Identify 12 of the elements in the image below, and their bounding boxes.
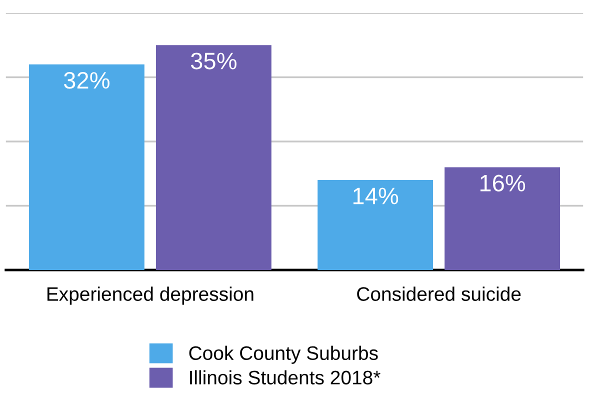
legend-label: Illinois Students 2018* [190,370,380,384]
data-label: 16% [480,174,526,192]
data-label: 35% [190,52,236,70]
x-tick-label: Considered suicide [357,286,521,301]
data-label: 32% [64,72,110,89]
x-tick-label: Experienced depression [47,286,254,305]
legend-label: Cook County Suburbs [189,346,378,364]
bar [156,45,272,270]
bar [444,167,560,270]
bar [318,180,434,270]
bar [28,64,144,270]
data-label: 14% [353,188,398,204]
